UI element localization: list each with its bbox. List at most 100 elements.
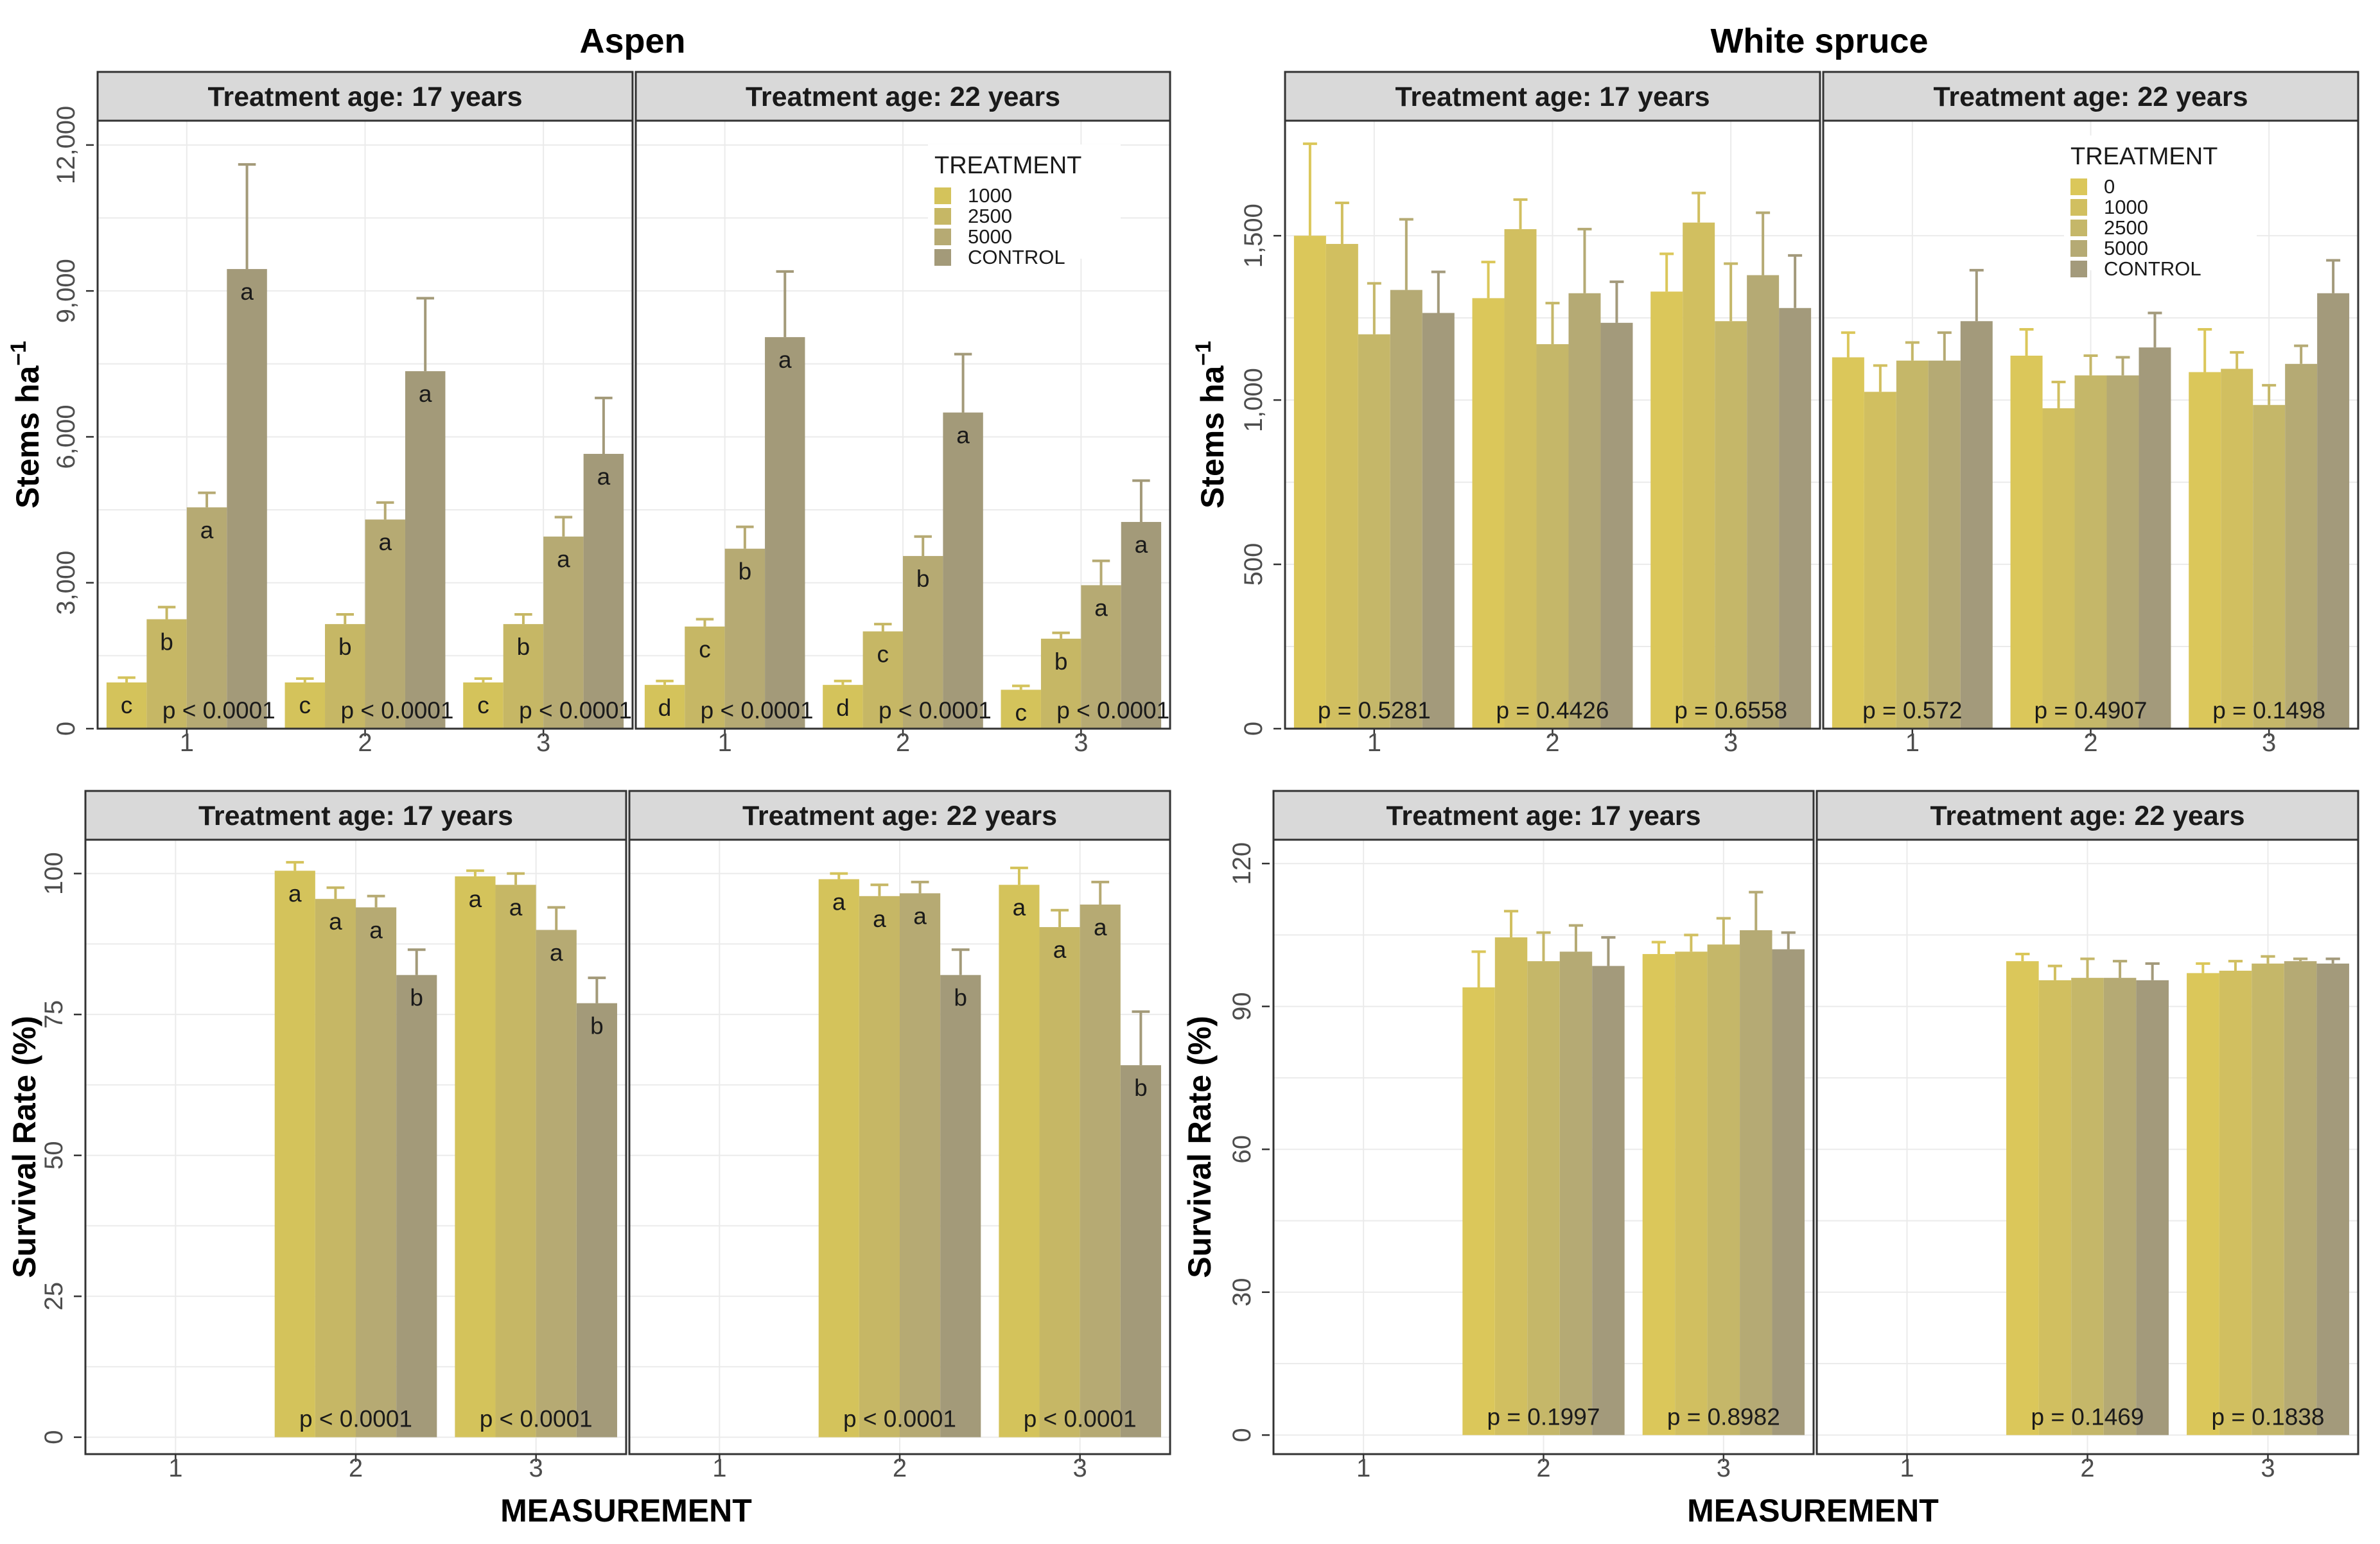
bar [1779, 308, 1812, 729]
p-value-label: p = 0.1997 [1487, 1403, 1600, 1430]
legend-label: 1000 [2104, 196, 2148, 218]
significance-letter: a [419, 381, 432, 407]
significance-letter: a [329, 908, 342, 935]
facet-strip [1816, 790, 2359, 841]
significance-letter: c [877, 641, 889, 667]
bar [1358, 334, 1390, 729]
facet-strip-label: Treatment age: 22 years [746, 82, 1060, 112]
x-tick-label: 3 [536, 729, 550, 757]
bar [1928, 360, 1961, 729]
legend-label: CONTROL [968, 246, 1065, 268]
bar [2189, 372, 2221, 729]
x-tick-label: 1 [712, 1454, 726, 1482]
bar [2010, 356, 2043, 729]
bar [2038, 980, 2072, 1436]
significance-letter: c [699, 636, 711, 663]
facet-strip-label: Treatment age: 17 years [208, 82, 523, 112]
significance-letter: b [954, 985, 967, 1011]
significance-letter: a [557, 546, 570, 573]
y-tick-label: 120 [1228, 842, 1256, 885]
bar [2042, 408, 2075, 729]
bar [1675, 951, 1708, 1436]
legend-background [928, 144, 1121, 259]
bar [818, 879, 859, 1437]
p-value-label: p < 0.0001 [162, 697, 276, 724]
legend-label: 2500 [968, 205, 1012, 227]
facet-panel: Treatment age: 22 years p = 0.1469 p = 0.1… [1816, 790, 2359, 1482]
x-tick-label: 2 [1536, 1454, 1550, 1482]
x-tick-label: 1 [1905, 729, 1920, 757]
bar [536, 930, 577, 1437]
y-tick-label: 9,000 [52, 259, 80, 323]
significance-letter: a [778, 347, 792, 373]
bar [644, 684, 685, 729]
significance-letter: c [477, 692, 489, 718]
bar [227, 269, 267, 729]
bar [1642, 954, 1676, 1436]
significance-letter: b [410, 985, 423, 1011]
bar [186, 507, 227, 729]
significance-letter: b [517, 634, 530, 660]
legend-swatch [2070, 178, 2087, 195]
bar [1422, 313, 1455, 729]
bar [1462, 987, 1495, 1436]
bar [2006, 961, 2039, 1436]
bar [106, 682, 147, 729]
bar [543, 536, 584, 729]
y-tick-label: 0 [52, 722, 80, 736]
x-tick-label: 1 [1900, 1454, 1914, 1482]
bar [1039, 927, 1080, 1437]
significance-letter: a [240, 279, 254, 305]
bar [1080, 904, 1121, 1437]
bar [274, 871, 315, 1437]
x-tick-label: 2 [2083, 729, 2097, 757]
bar [765, 337, 805, 729]
y-tick-label: 1,000 [1239, 368, 1268, 432]
facet-strip-label: Treatment age: 22 years [742, 801, 1057, 831]
significance-letter: a [550, 939, 563, 966]
p-value-label: p = 0.4907 [2034, 697, 2148, 724]
facet-strip [1272, 790, 1815, 841]
significance-letter: b [338, 634, 352, 660]
y-axis-title-main: Stems ha [1194, 365, 1230, 509]
facet-panel: Treatment age: 17 years p = 0.1997 p = 0.8… [1272, 790, 1815, 1482]
bar [356, 907, 397, 1437]
bar [503, 624, 544, 729]
p-value-label: p = 0.1498 [2212, 697, 2325, 724]
facet-panel: Treatment age: 17 years c b a a p < 0.0001 c b a… [96, 71, 634, 757]
y-axis-title: Stems ha−1 [1191, 341, 1230, 508]
bar [1472, 298, 1505, 729]
facet-strip [634, 71, 1171, 122]
significance-letter: c [121, 692, 133, 718]
significance-letter: a [369, 917, 383, 943]
bar [365, 519, 405, 729]
x-tick-label: 3 [1724, 729, 1738, 757]
significance-letter: a [378, 529, 392, 555]
y-axis-title: Survival Rate (%) [6, 1016, 42, 1278]
y-tick-label: 0 [1228, 1428, 1256, 1442]
bar [1040, 638, 1081, 729]
facet-strip [96, 71, 634, 122]
y-axis-title: Survival Rate (%) [1182, 1016, 1218, 1278]
bar [685, 626, 725, 729]
significance-letter: b [739, 559, 752, 585]
bar [495, 885, 536, 1437]
y-axis-title-main: Stems ha [10, 365, 46, 509]
x-tick-label: 3 [2262, 729, 2276, 757]
y-tick-label: 25 [40, 1282, 68, 1311]
significance-letter: d [658, 695, 672, 721]
significance-letter: a [913, 903, 927, 929]
bar [2139, 347, 2171, 729]
facet-strip [628, 790, 1171, 841]
significance-letter: a [873, 906, 886, 932]
y-axis-title-superscript: −1 [6, 341, 31, 366]
bar [146, 619, 187, 729]
p-value-label: p < 0.0001 [843, 1406, 956, 1432]
bar [1747, 275, 1780, 729]
bar [455, 876, 496, 1437]
legend-background [2064, 135, 2257, 270]
bar [999, 885, 1040, 1437]
legend-label: 5000 [968, 225, 1012, 248]
